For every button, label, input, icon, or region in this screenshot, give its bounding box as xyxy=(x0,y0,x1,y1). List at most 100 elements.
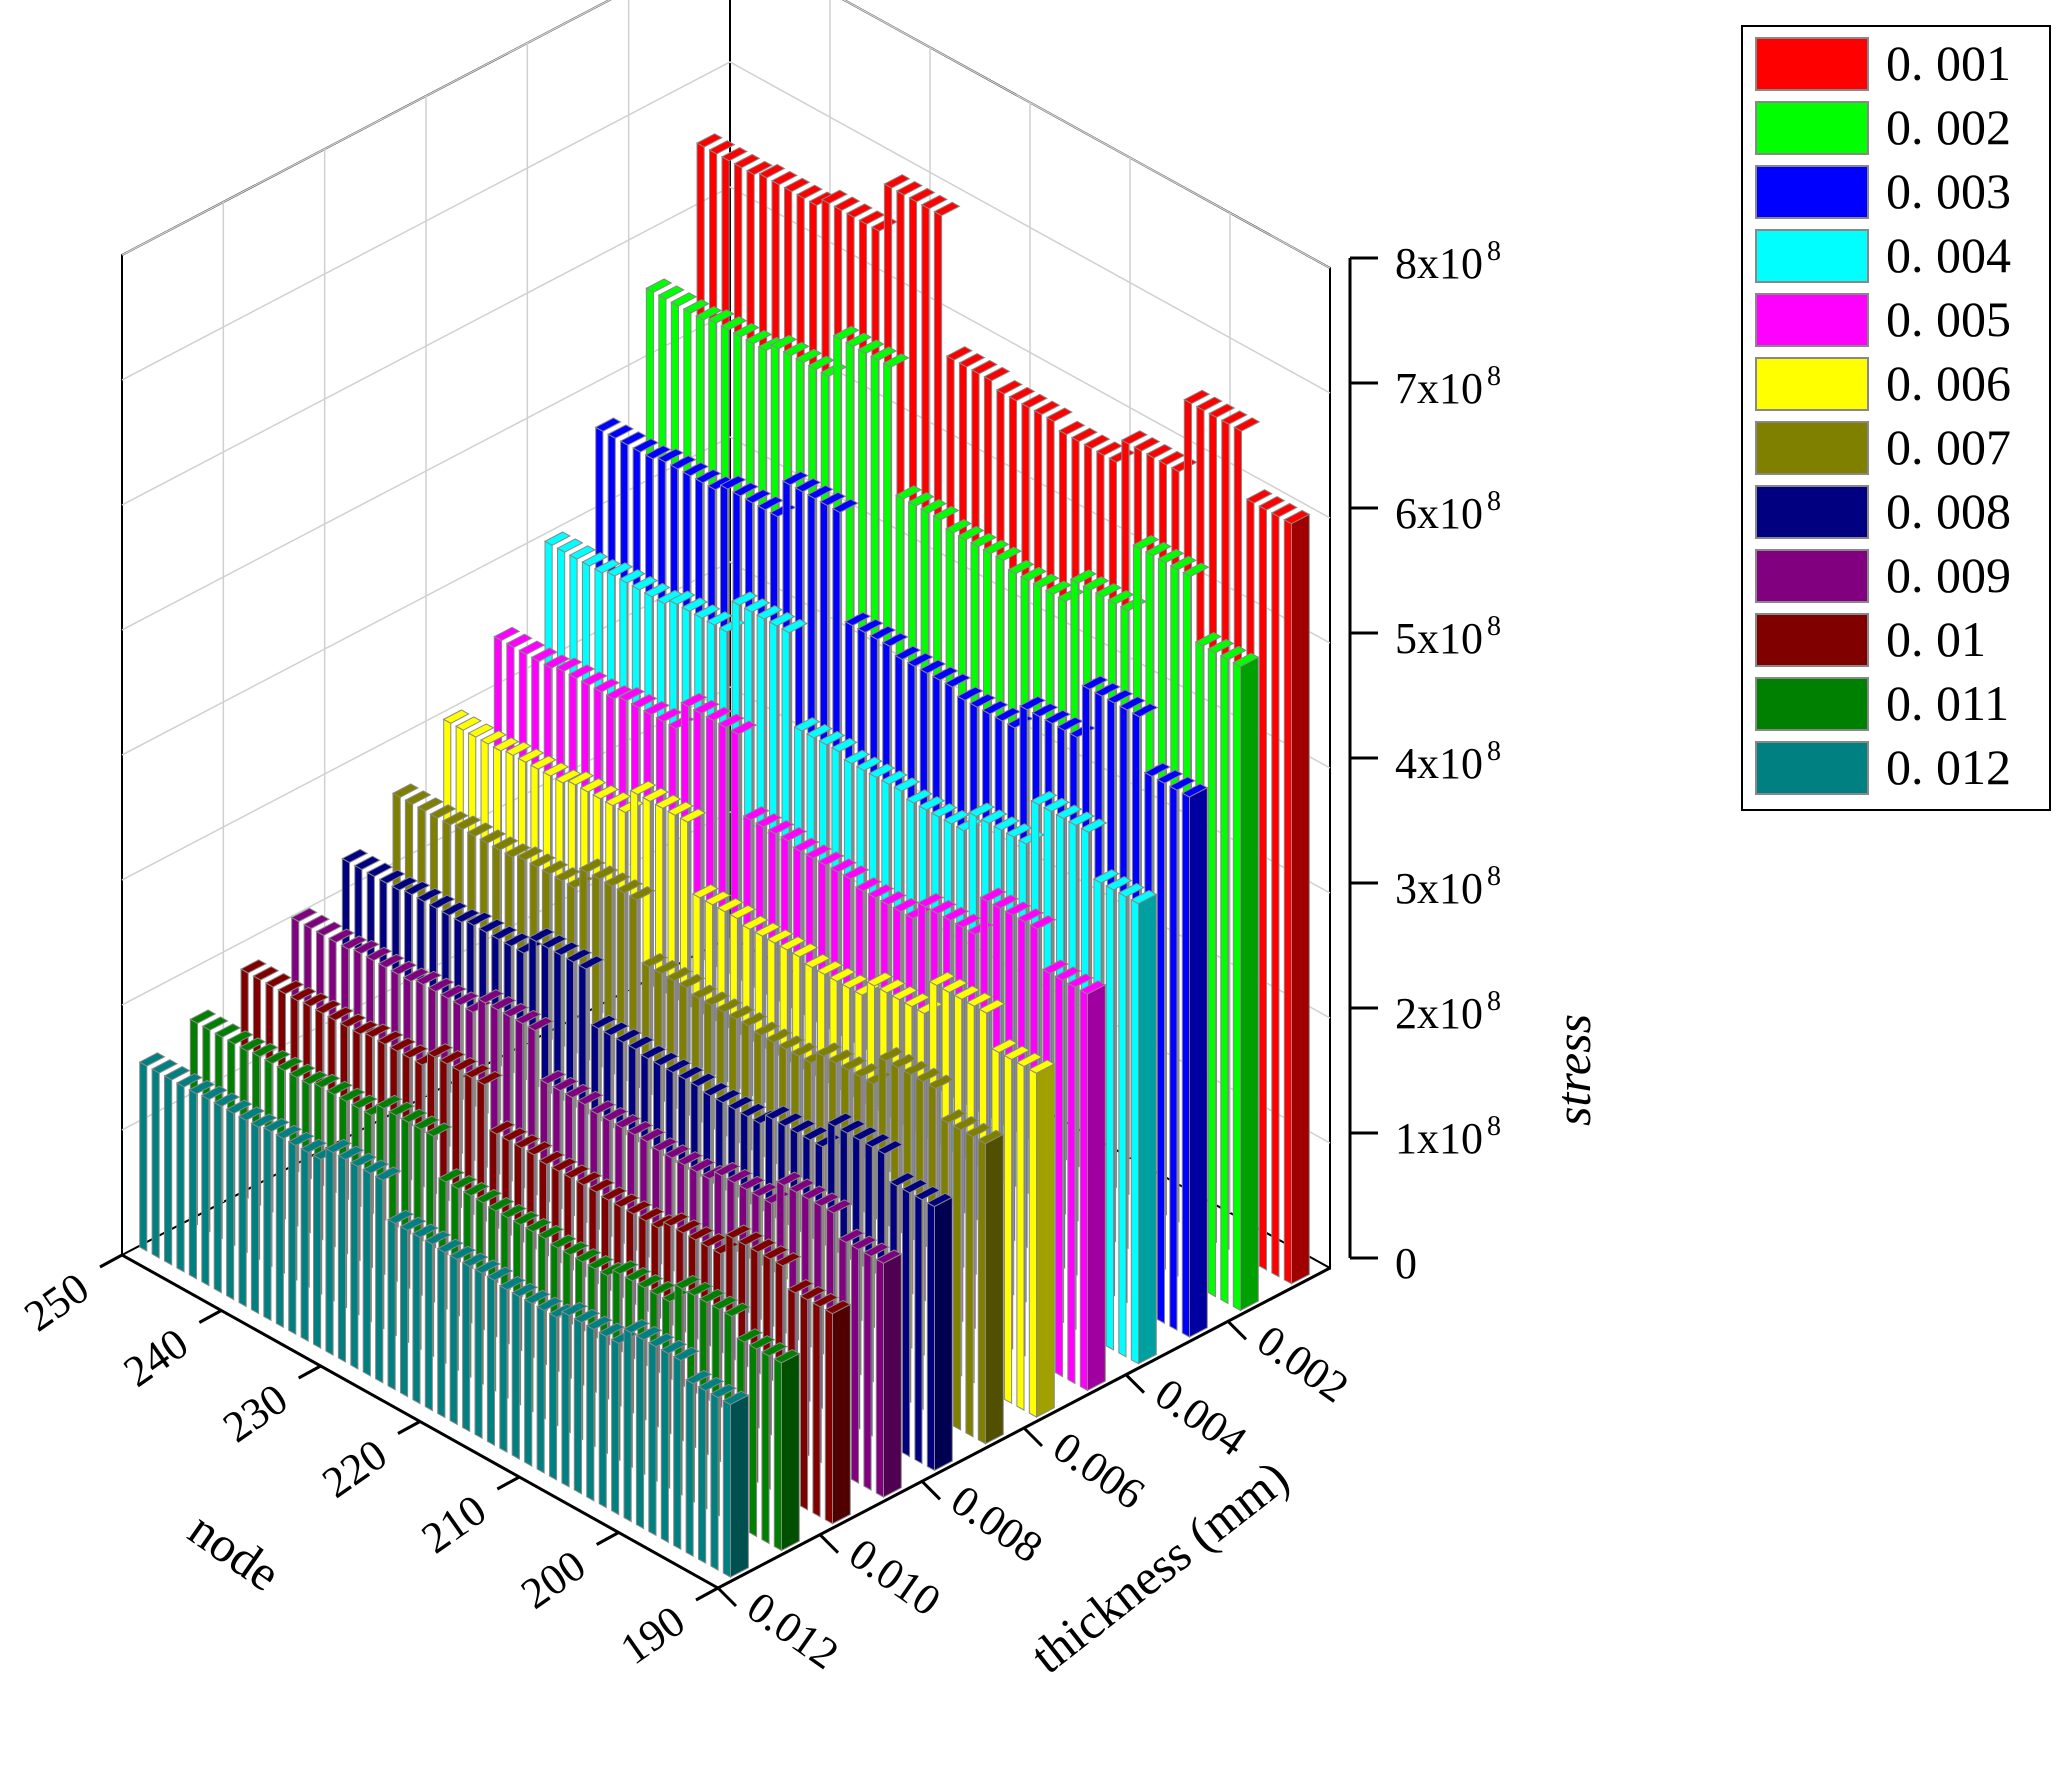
bar-top xyxy=(415,970,443,986)
bar-top xyxy=(552,941,580,956)
bar-top xyxy=(819,491,847,507)
bar-top xyxy=(250,1113,278,1128)
bar-top xyxy=(580,671,608,686)
thickness-tick-label: 0.012 xyxy=(738,1582,847,1679)
bar-top xyxy=(907,492,935,507)
bar-top xyxy=(1007,559,1035,575)
bar-top xyxy=(830,737,858,753)
bar-front xyxy=(1016,1061,1025,1411)
bar-top xyxy=(499,1204,527,1219)
bar-front xyxy=(213,1101,222,1294)
bar-front xyxy=(749,1344,758,1538)
bar-top xyxy=(675,1219,703,1234)
bar-top xyxy=(588,1178,616,1193)
bar-front xyxy=(1207,648,1216,1298)
bar-top xyxy=(551,1076,579,1092)
bar-top xyxy=(765,1028,793,1043)
bar-top xyxy=(673,1274,701,1290)
legend-swatch xyxy=(1755,485,1869,539)
bar-top xyxy=(577,955,605,970)
bar-front xyxy=(337,1154,346,1363)
bar-top xyxy=(995,380,1023,395)
bar-top xyxy=(374,1166,402,1181)
bar-top xyxy=(138,1052,166,1067)
bar-top xyxy=(366,862,394,877)
bar-top xyxy=(1118,696,1146,711)
thickness-tick xyxy=(818,1533,840,1554)
bar-top xyxy=(817,851,845,866)
bar-top xyxy=(263,1049,291,1065)
bar-top xyxy=(542,762,570,777)
bar-top xyxy=(723,1302,751,1317)
bar-top xyxy=(525,1141,553,1156)
bar-top xyxy=(654,794,682,809)
bar-top xyxy=(579,778,607,793)
bar-top xyxy=(702,1081,730,1097)
bar-top xyxy=(818,730,846,746)
bar-top xyxy=(888,1172,917,1187)
bar-top xyxy=(780,826,808,842)
bar-front xyxy=(350,1161,359,1370)
bar-front xyxy=(1003,1054,1013,1405)
bar-top xyxy=(189,1009,217,1024)
bar-top xyxy=(1019,566,1048,582)
bar-top xyxy=(665,966,693,982)
bar-top xyxy=(442,709,470,724)
bar-top xyxy=(845,203,873,218)
bar-top xyxy=(412,1115,440,1130)
bar-top xyxy=(364,1023,392,1038)
bar-top xyxy=(979,887,1007,902)
bar-top xyxy=(932,505,960,521)
bar-top xyxy=(1145,444,1173,459)
bar-top xyxy=(726,1168,754,1184)
node-tick xyxy=(496,1475,521,1491)
bar-top xyxy=(424,1230,452,1245)
legend-label: 0. 007 xyxy=(1886,419,2011,475)
bars xyxy=(138,133,1311,1578)
node-tick xyxy=(198,1309,223,1324)
bar-top xyxy=(1105,876,1133,891)
node-tick xyxy=(99,1253,123,1269)
bar-top xyxy=(1042,797,1071,813)
bar-top xyxy=(1008,386,1036,402)
legend-label: 0. 01 xyxy=(1886,611,1986,667)
bar-top xyxy=(567,771,595,786)
legend-swatch xyxy=(1755,229,1869,283)
bar-top xyxy=(1233,417,1261,432)
bar-top xyxy=(214,1023,242,1038)
bar-top xyxy=(990,1038,1018,1054)
bar-top xyxy=(795,348,823,364)
bar-top xyxy=(1070,427,1098,443)
legend: 0. 001 0. 002 0. 003 0. 004 0. 005 0. 006 0. 0… xyxy=(1741,25,2051,811)
bar-top xyxy=(941,978,969,993)
bar-top xyxy=(686,1281,714,1297)
bar-top xyxy=(713,1161,741,1177)
bar-top xyxy=(793,717,821,732)
node-tick xyxy=(397,1420,421,1435)
bar-front xyxy=(412,1232,421,1405)
bar-front xyxy=(1258,505,1267,1271)
bar-top xyxy=(530,647,558,662)
bar-top xyxy=(883,174,911,189)
bar-top xyxy=(945,519,973,534)
bar-top xyxy=(770,334,798,350)
bar-top xyxy=(991,894,1020,909)
bar-top xyxy=(662,1212,690,1227)
stress-tick-exponent: 8 xyxy=(1487,611,1501,642)
bar-top xyxy=(679,808,707,823)
bar-top xyxy=(528,853,556,868)
bar-top xyxy=(565,948,593,963)
bar-top xyxy=(826,1112,854,1127)
bar-top xyxy=(399,1216,427,1232)
bar-top xyxy=(201,1016,229,1031)
bar-top xyxy=(1003,1045,1031,1061)
bar-top xyxy=(913,1185,941,1201)
node-tick-label: 210 xyxy=(413,1485,495,1563)
bar-top xyxy=(720,147,748,162)
bar-top xyxy=(614,1114,642,1129)
bar-top xyxy=(781,471,809,486)
bar-top xyxy=(965,992,994,1007)
node-tick xyxy=(595,1531,620,1546)
bar-top xyxy=(758,163,786,179)
bar-top xyxy=(1016,908,1045,923)
